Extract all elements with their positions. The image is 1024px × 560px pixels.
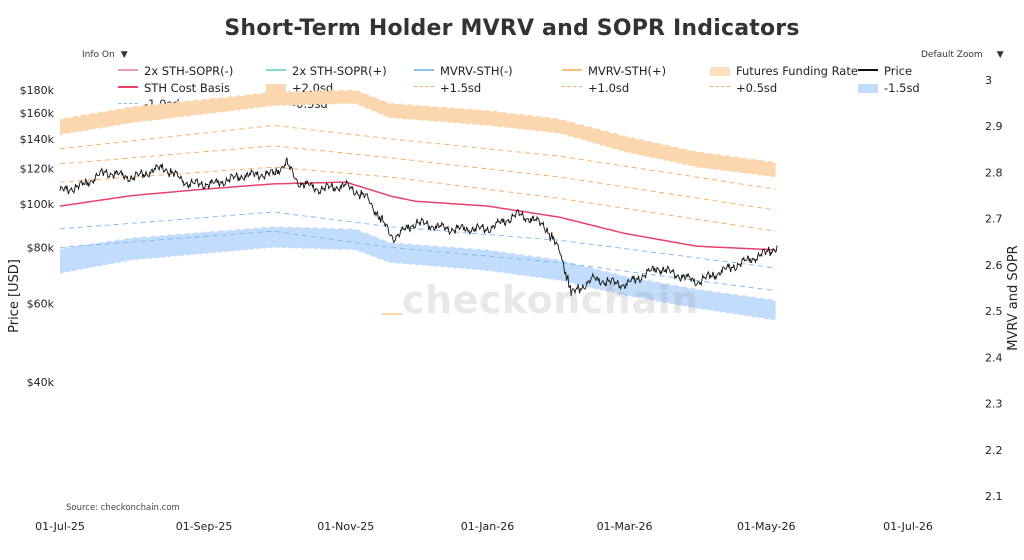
y-tick-label: $40k <box>27 376 55 389</box>
y-axis-title: Price [USD] <box>7 259 22 333</box>
x-tick-label: 01-Jul-26 <box>883 520 933 533</box>
legend-label: -1.5sd <box>884 80 920 95</box>
legend-label: Price <box>884 64 913 78</box>
legend-label: 2x STH-SOPR(-) <box>144 64 234 78</box>
legend-label: Futures Funding Rate <box>736 64 858 78</box>
legend-item[interactable]: Price <box>858 64 1006 78</box>
legend-item[interactable]: +1.5sd <box>414 81 562 95</box>
legend-label: +1.0sd <box>588 80 630 95</box>
legend-swatch <box>266 83 286 93</box>
y-tick-label: $160k <box>20 107 55 120</box>
y2-tick-label: 2.2 <box>985 444 1003 457</box>
legend-swatch <box>414 86 434 87</box>
watermark: checkonchain <box>402 278 699 322</box>
y2-tick-label: 2.9 <box>985 120 1003 133</box>
legend-swatch <box>266 69 286 71</box>
zoom-dropdown-label: Default Zoom <box>921 50 983 60</box>
legend-label: MVRV-STH(-) <box>440 64 513 78</box>
series-price <box>59 157 778 297</box>
x-tick-label: 01-Jul-25 <box>35 520 85 533</box>
y-tick-label: $120k <box>20 163 55 176</box>
caret-down-icon: ▼ <box>996 50 1004 60</box>
band-20sd <box>60 89 776 178</box>
series-sthcostbasis <box>59 181 776 251</box>
y-tick-label: $140k <box>20 133 55 146</box>
series-10sd <box>59 230 776 292</box>
y2-tick-label: 3 <box>985 74 992 87</box>
y2-tick-label: 2.1 <box>985 490 1003 503</box>
y2-tick-label: 2.6 <box>985 259 1003 272</box>
legend-swatch <box>118 69 138 71</box>
legend-swatch <box>562 86 582 87</box>
legend-item[interactable]: +0.5sd <box>710 81 858 95</box>
legend-swatch <box>710 86 730 87</box>
legend-swatch <box>858 83 878 93</box>
legend-label: MVRV-STH(+) <box>588 64 667 78</box>
zoom-dropdown[interactable]: Default Zoom ▼ <box>921 50 1004 60</box>
y2-tick-label: 2.4 <box>985 351 1003 364</box>
legend-item[interactable]: +1.0sd <box>562 81 710 95</box>
legend-label: 2x STH-SOPR(+) <box>292 64 387 78</box>
legend-row: 2x STH-SOPR(-) 2x STH-SOPR(+) MVRV-STH(-) M… <box>118 64 938 81</box>
y-tick-label: $80k <box>27 241 55 254</box>
legend-item[interactable]: 2x STH-SOPR(-) <box>118 64 266 78</box>
legend-swatch <box>118 85 138 88</box>
legend-label: +0.5sd <box>736 80 778 95</box>
y-tick-label: $60k <box>27 297 55 310</box>
legend-swatch <box>414 69 434 71</box>
y2-tick-label: 2.8 <box>985 166 1003 179</box>
x-tick-label: 01-Mar-26 <box>597 520 653 533</box>
legend-item[interactable]: STH Cost Basis <box>118 81 266 95</box>
y2-axis-title: MVRV and SOPR <box>1006 245 1021 350</box>
y2-tick-label: 2.7 <box>985 213 1003 226</box>
legend-swatch <box>562 69 582 71</box>
band-15sd <box>60 226 776 321</box>
y-tick-label: $100k <box>20 198 55 211</box>
legend-item[interactable]: MVRV-STH(+) <box>562 64 710 78</box>
info-toggle[interactable]: Info On ▼ <box>82 50 128 60</box>
y2-tick-label: 2.3 <box>985 398 1003 411</box>
legend-swatch <box>118 102 138 104</box>
series-15sd <box>59 124 776 190</box>
legend-item[interactable]: Futures Funding Rate <box>710 64 858 78</box>
series-05sd <box>59 166 776 232</box>
funding-marker <box>382 313 402 315</box>
legend-item[interactable]: 2x STH-SOPR(+) <box>266 64 414 78</box>
legend-label: STH Cost Basis <box>144 80 230 95</box>
caret-down-icon: ▼ <box>120 50 128 60</box>
series-05sd <box>59 211 776 269</box>
chart-legend: 2x STH-SOPR(-) 2x STH-SOPR(+) MVRV-STH(-) M… <box>118 64 938 114</box>
y2-tick-label: 2.5 <box>985 305 1003 318</box>
info-toggle-label: Info On <box>82 50 115 60</box>
legend-swatch <box>710 67 730 76</box>
x-tick-label: 01-Sep-25 <box>176 520 233 533</box>
chart-title: Short-Term Holder MVRV and SOPR Indicato… <box>224 16 800 41</box>
source-note: Source: checkonchain.com <box>66 503 180 513</box>
series-10sd <box>59 145 776 211</box>
x-tick-label: 01-Nov-25 <box>317 520 374 533</box>
legend-swatch <box>858 69 878 71</box>
legend-item[interactable]: MVRV-STH(-) <box>414 64 562 78</box>
x-tick-label: 01-May-26 <box>737 520 795 533</box>
legend-item[interactable]: -1.5sd <box>858 81 1006 95</box>
x-tick-label: 01-Jan-26 <box>461 520 515 533</box>
legend-label: +1.5sd <box>440 80 482 95</box>
y-tick-label: $180k <box>20 84 55 97</box>
